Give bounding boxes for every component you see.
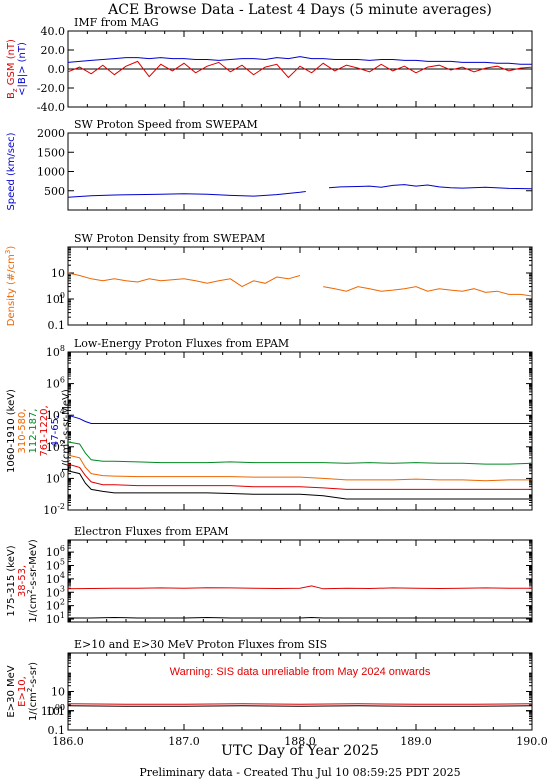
x-tick-label: 186.0	[52, 735, 84, 748]
series-line	[67, 585, 532, 590]
panel-title: IMF from MAG	[74, 16, 159, 29]
panels: IMF from MAG -40.0 -20.0 0.0 20.0 40.0 Bz GSM …	[4, 16, 548, 748]
y-axis-label: 1/(cm2-s-sr-MeV)	[26, 539, 39, 623]
panel-title: E>10 and E>30 MeV Proton Fluxes from SIS	[74, 638, 327, 651]
y-tick-label: 1	[58, 705, 65, 718]
x-axis-label: UTC Day of Year 2025	[221, 743, 379, 759]
y-axis-label: Density (#/cm3)	[4, 246, 17, 327]
y-tick-label: 40.0	[41, 25, 66, 38]
y-axis-label: 310-580,	[17, 409, 28, 454]
footer-note: Preliminary data - Created Thu Jul 10 08…	[139, 766, 460, 779]
y-axis-label: 1/(cm2-s-sr-MeV)	[59, 389, 72, 473]
y-axis-label: 47-65,	[50, 415, 61, 447]
panel-frame	[67, 652, 533, 731]
panel-5: Electron Fluxes from EPAM101102103104105…	[6, 525, 533, 626]
y-tick-label: 500	[44, 185, 65, 198]
x-tick-label: 189.0	[400, 735, 432, 748]
series-line	[67, 184, 533, 198]
y-tick-label: -40.0	[37, 101, 65, 114]
panel-frame	[67, 539, 533, 623]
panel-title: Electron Fluxes from EPAM	[74, 525, 229, 538]
series-line	[67, 414, 532, 424]
y-tick-label: 10	[51, 686, 65, 699]
chart-title: ACE Browse Data - Latest 4 Days (5 minut…	[107, 2, 492, 18]
y-tick-label: 106	[46, 376, 65, 391]
series-line	[67, 60, 533, 79]
y-tick-label: 1	[58, 293, 65, 306]
y-tick-label: 1500	[37, 146, 65, 159]
panel-frame	[67, 132, 533, 211]
panel-title: Low-Energy Proton Fluxes from EPAM	[74, 337, 289, 350]
series-line	[67, 705, 533, 707]
panel-1: IMF from MAG -40.0 -20.0 0.0 20.0 40.0 Bz GSM …	[6, 16, 533, 114]
y-axis-label: 761-1220,	[39, 405, 50, 456]
series-line	[67, 56, 532, 65]
y-tick-label: 20.0	[41, 44, 66, 57]
x-tick-label: 188.0	[284, 735, 316, 748]
y-tick-label: 0.1	[48, 319, 66, 332]
panel-title: SW Proton Speed from SWEPAM	[74, 118, 258, 131]
series-line	[68, 616, 532, 619]
y-axis-label: 38-53,	[17, 565, 28, 597]
series-line	[67, 463, 532, 490]
warning-annotation: Warning: SIS data unreliable from May 20…	[170, 666, 431, 678]
y-tick-label: -20.0	[37, 82, 65, 95]
series-line	[67, 272, 533, 297]
y-axis-label: E>10,	[17, 676, 28, 707]
y-tick-label: 1000	[37, 166, 65, 179]
panel-2: SW Proton Speed from SWEPAM 500 1000 1500 20…	[6, 118, 533, 211]
y-tick-label: 10-2	[43, 502, 65, 517]
y-axis-label: 175-315 (keV)	[6, 545, 17, 616]
y-axis-label: 112-187,	[28, 409, 39, 454]
x-tick-label: 187.0	[168, 735, 200, 748]
y-tick-label: 0.1	[48, 724, 66, 737]
y-axis-label: 1060-1910 (keV)	[6, 389, 17, 473]
panel-frame	[67, 246, 533, 326]
y-tick-label: 108	[46, 344, 65, 359]
panel-4: Low-Energy Proton Fluxes from EPAM 10-2 10…	[6, 337, 533, 517]
x-tick-label: 190.0	[516, 735, 548, 748]
y-axis-label: E>30 MeV	[6, 665, 17, 717]
y-tick-label: 10	[51, 267, 65, 280]
y-tick-label: 101	[46, 611, 65, 626]
series-line	[67, 454, 532, 482]
y-axis-label: 1/(cm2-s-sr)	[26, 662, 39, 721]
panel-title: SW Proton Density from SWEPAM	[74, 232, 265, 245]
y-tick-label: 0.0	[48, 63, 66, 76]
y-axis-label: Bz GSM (nT)	[6, 39, 19, 99]
series-line	[67, 470, 532, 500]
panel-3: SW Proton Density from SWEPAM0.1110100De…	[4, 232, 533, 332]
panel-6: E>10 and E>30 MeV Proton Fluxes from SIS…	[6, 638, 533, 737]
y-tick-label: 2000	[37, 127, 65, 140]
y-axis-label: Speed (km/sec)	[6, 132, 17, 210]
series-line	[67, 441, 533, 465]
y-axis-label: <|B|> (nT)	[17, 42, 28, 96]
